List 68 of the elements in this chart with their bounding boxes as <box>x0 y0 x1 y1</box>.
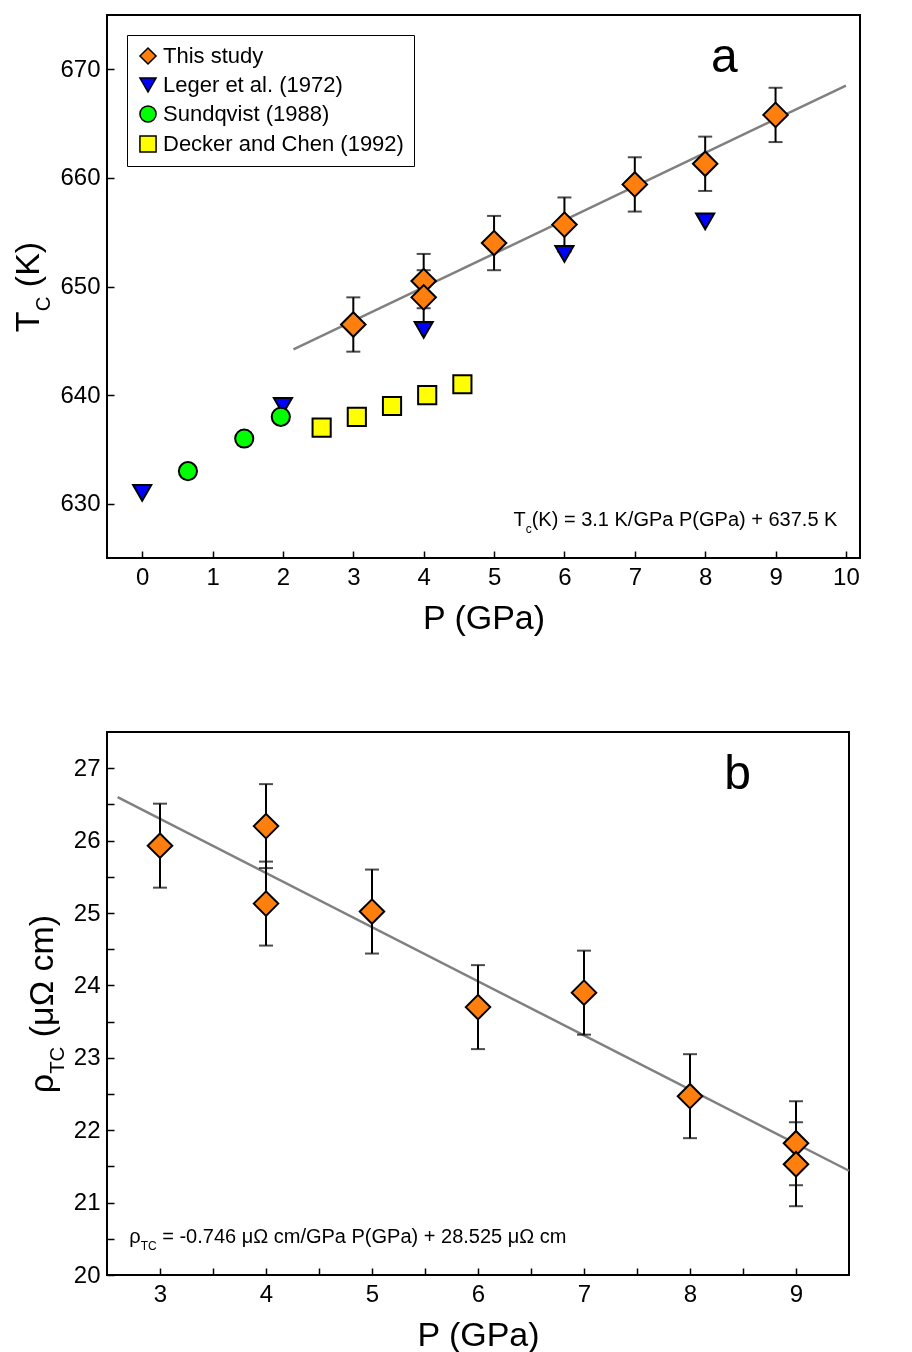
y-tick-label: 26 <box>73 826 101 854</box>
point <box>676 1082 704 1110</box>
point <box>762 101 789 129</box>
y-tick-label: 21 <box>73 1188 101 1216</box>
x-tick-label: 7 <box>577 1279 592 1307</box>
x-tick-label: 9 <box>789 1279 804 1307</box>
legend-label: Sundqvist (1988) <box>163 101 330 126</box>
point <box>177 461 199 482</box>
point <box>132 483 153 502</box>
y-tick-label: 640 <box>60 380 101 408</box>
x-tick-label: 5 <box>365 1279 380 1307</box>
annotation: T$_{c}$(K) = 3.1 K/GPa P(GPa) + 637.5 K <box>513 507 839 536</box>
point <box>464 993 492 1021</box>
x-tick-label: 4 <box>259 1279 274 1307</box>
y-tick-label: 660 <box>60 163 101 191</box>
x-tick-label: 10 <box>833 562 860 590</box>
point <box>234 428 255 449</box>
point <box>270 406 291 427</box>
x-axis-title: P (GPa) <box>417 1314 540 1352</box>
point <box>551 211 578 238</box>
y-tick-label: 27 <box>73 753 101 781</box>
point <box>452 374 473 395</box>
point <box>252 890 280 917</box>
x-tick-label: 1 <box>206 562 220 590</box>
point <box>381 395 403 417</box>
legend-label: Decker and Chen (1992) <box>163 131 404 156</box>
point <box>554 245 575 263</box>
point <box>417 385 438 406</box>
x-tick-label: 7 <box>628 562 642 590</box>
point <box>570 979 598 1006</box>
y-tick-label: 630 <box>60 489 101 517</box>
x-tick-label: 8 <box>699 562 713 590</box>
point <box>311 417 332 438</box>
point <box>413 321 434 339</box>
annotation: ρ$_{TC}$ = -0.746 μΩ cm/GPa P(GPa) + 28.525 μΩ cm <box>129 1224 567 1253</box>
annotation: b <box>724 746 752 800</box>
point <box>358 898 386 925</box>
point <box>410 284 437 311</box>
y-tick-label: 25 <box>73 898 101 926</box>
point <box>346 406 367 427</box>
x-tick-label: 4 <box>417 562 431 590</box>
point <box>695 212 716 231</box>
x-tick-label: 6 <box>471 1279 486 1307</box>
x-tick-label: 2 <box>276 562 291 590</box>
point <box>252 812 280 840</box>
annotation: a <box>711 29 739 83</box>
point <box>480 229 508 257</box>
legend-label: This study <box>163 43 264 68</box>
legend-label: Leger et al. (1972) <box>163 72 343 97</box>
y-tick-label: 22 <box>73 1115 101 1143</box>
point <box>340 311 367 338</box>
x-tick-label: 6 <box>558 562 572 590</box>
y-tick-label: 650 <box>60 272 101 299</box>
point <box>782 1150 810 1178</box>
y-tick-label: 20 <box>73 1260 101 1288</box>
y-tick-label: 670 <box>60 54 101 82</box>
y-tick-label: 23 <box>73 1043 101 1071</box>
x-axis-title: P (GPa) <box>422 597 546 636</box>
point <box>146 832 174 859</box>
point <box>621 171 649 198</box>
x-tick-label: 5 <box>487 562 502 590</box>
x-tick-label: 9 <box>769 562 783 590</box>
x-tick-label: 8 <box>683 1279 698 1307</box>
x-tick-label: 3 <box>153 1279 168 1307</box>
point <box>691 150 719 178</box>
x-tick-label: 3 <box>347 562 361 590</box>
y-tick-label: 24 <box>73 970 101 998</box>
x-tick-label: 0 <box>136 562 150 590</box>
